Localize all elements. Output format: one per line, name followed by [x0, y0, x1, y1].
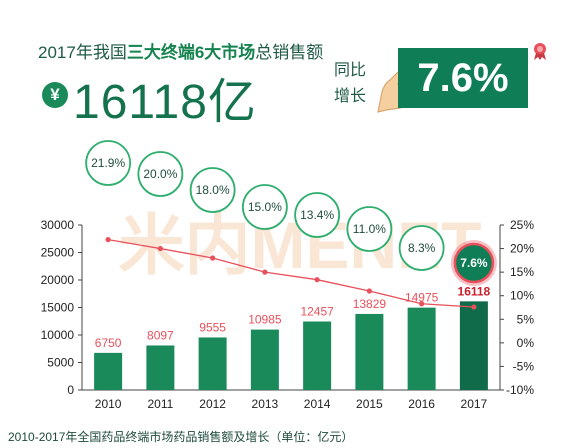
- left-tick-label: 0: [67, 383, 74, 397]
- sales-bar-label: 6750: [95, 336, 122, 350]
- sales-bar: [303, 321, 332, 390]
- sales-bar: [250, 329, 279, 390]
- yen-icon: ¥: [42, 82, 68, 108]
- growth-bubble-label: 20.0%: [143, 167, 177, 181]
- x-tick-label: 2013: [252, 397, 279, 411]
- sales-bar: [198, 337, 227, 390]
- growth-bubble: [189, 167, 236, 213]
- yoy-label: 同比 增长: [322, 58, 378, 110]
- growth-bubble-label: 18.0%: [196, 183, 230, 197]
- growth-bubble: [85, 140, 132, 186]
- left-tick-label: 5000: [47, 356, 74, 370]
- sales-bar: [407, 307, 436, 390]
- right-tick-label: 25%: [510, 218, 534, 232]
- right-tick-label: -10%: [506, 383, 534, 397]
- sales-bar-label: 8097: [147, 328, 174, 342]
- x-tick-label: 2015: [356, 397, 383, 411]
- growth-bubble-label: 8.3%: [408, 241, 436, 255]
- left-tick-label: 10000: [41, 328, 75, 342]
- sales-bar-label: 10985: [248, 313, 282, 327]
- growth-rate-point: [471, 304, 477, 310]
- x-tick-label: 2012: [199, 397, 226, 411]
- total-sales-value: 16118亿: [73, 76, 257, 129]
- left-tick-label: 20000: [41, 273, 75, 287]
- growth-bubble-label: 15.0%: [248, 200, 282, 214]
- growth-rate-point: [210, 255, 216, 261]
- growth-bubble: [453, 242, 495, 284]
- growth-bubble: [398, 225, 445, 271]
- headline-emphasis: 三大终端6大市场: [126, 43, 256, 62]
- right-tick-label: 0%: [517, 336, 535, 350]
- right-tick-label: 10%: [510, 289, 534, 303]
- left-tick-label: 25000: [41, 246, 75, 260]
- x-tick-label: 2014: [304, 397, 331, 411]
- yoy-label-line1: 同比: [333, 62, 366, 79]
- growth-rate-point: [157, 245, 163, 252]
- growth-bubble-label: 7.6%: [460, 256, 488, 270]
- sales-bar: [146, 345, 175, 390]
- right-tick-label: 5%: [517, 312, 535, 326]
- x-tick-label: 2017: [461, 397, 488, 411]
- right-tick-label: 15%: [510, 265, 534, 279]
- growth-rate-line: [108, 238, 474, 308]
- sales-bar: [459, 301, 488, 390]
- headline-suffix: 总销售额: [255, 43, 324, 62]
- x-tick-label: 2011: [147, 397, 173, 411]
- growth-bubble: [241, 184, 288, 230]
- growth-bubble: [294, 192, 341, 238]
- sales-bar-label: 16118: [458, 284, 491, 298]
- growth-rate-point: [314, 277, 320, 283]
- x-tick-label: 2016: [408, 397, 435, 411]
- growth-bubble-label: 13.4%: [300, 208, 334, 222]
- growth-rate-point: [105, 237, 111, 243]
- sales-bar-label: 9555: [199, 320, 226, 334]
- growth-rate-point: [262, 269, 268, 275]
- sales-bar-label: 12457: [300, 304, 334, 318]
- growth-bubble: [346, 206, 393, 252]
- yoy-growth-badge: 7.6%: [398, 48, 528, 108]
- left-tick-label: 15000: [41, 301, 75, 315]
- headline-prefix: 2017年我国: [38, 43, 127, 62]
- growth-rate-point: [419, 301, 425, 307]
- chart-caption: 2010-2017年全国药品终端市场药品销售额及增长（单位：亿元）: [8, 430, 354, 444]
- right-tick-label: 20%: [510, 242, 534, 256]
- growth-rate-point: [366, 288, 372, 294]
- yoy-label-line2: 增长: [333, 88, 366, 105]
- sales-bar: [94, 352, 123, 390]
- growth-bubble-label: 11.0%: [353, 222, 386, 236]
- sales-bar: [355, 313, 384, 390]
- x-tick-label: 2010: [95, 397, 122, 411]
- growth-bubble: [137, 151, 184, 197]
- right-tick-label: -5%: [513, 359, 535, 373]
- left-tick-label: 30000: [41, 218, 75, 232]
- headline: 2017年我国三大终端6大市场总销售额: [38, 38, 323, 63]
- award-ribbon-icon: [534, 43, 546, 60]
- growth-bubble-label: 21.9%: [91, 156, 125, 170]
- sales-bar-label: 13829: [353, 297, 387, 311]
